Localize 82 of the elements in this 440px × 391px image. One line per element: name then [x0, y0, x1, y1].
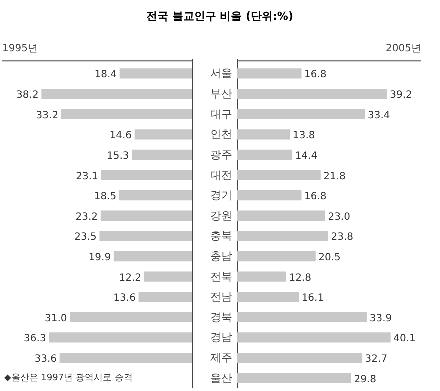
- bar: [49, 332, 192, 343]
- bar: [119, 190, 192, 201]
- data-label: 23.2: [76, 212, 98, 223]
- bar: [238, 190, 302, 201]
- bar: [238, 292, 300, 302]
- data-label: 23.8: [331, 232, 354, 244]
- y-tick-label: 경기: [210, 189, 232, 202]
- bar: [238, 130, 290, 140]
- bar: [238, 352, 363, 364]
- bar: [70, 312, 192, 322]
- y-tick-label: 서울: [210, 67, 232, 80]
- data-label: 14.4: [295, 150, 318, 162]
- text: 전국 불교인구 비율 (단위:%): [146, 9, 294, 25]
- y-tick-label: 전북: [210, 270, 232, 284]
- y-tick-label: 대전: [210, 168, 232, 182]
- bar: [238, 210, 326, 221]
- data-label: 12.2: [119, 272, 142, 284]
- data-label: 23.5: [74, 232, 97, 244]
- data-label: 33.9: [370, 313, 392, 324]
- data-label: 14.6: [110, 130, 132, 142]
- data-label: 33.6: [34, 354, 57, 366]
- bar: [238, 312, 368, 322]
- y-tick-label: 광주: [210, 148, 232, 162]
- data-label: 29.8: [354, 374, 376, 386]
- data-label: 13.6: [114, 293, 136, 304]
- y-tick-label: 부산: [210, 88, 232, 101]
- bar: [134, 130, 192, 140]
- y-tick-label: 전남: [210, 290, 232, 304]
- bar: [238, 68, 302, 79]
- bar: [238, 150, 293, 160]
- data-label: 23.1: [76, 171, 98, 182]
- data-label: 36.3: [24, 334, 46, 345]
- data-label: 21.8: [324, 171, 346, 182]
- y-tick-label: 경북: [210, 310, 232, 324]
- data-label: 18.5: [94, 192, 117, 203]
- y-tick-label: 대구: [210, 108, 232, 121]
- chart-title: 2005년: [386, 44, 422, 54]
- data-label: 40.1: [394, 334, 416, 345]
- data-label: 18.4: [94, 70, 117, 81]
- bar: [61, 109, 192, 120]
- data-label: 15.3: [106, 150, 130, 162]
- data-label: 33.4: [368, 110, 390, 122]
- y-tick-label: 충남: [210, 250, 232, 263]
- data-label: 32.7: [365, 354, 388, 366]
- bar: [238, 251, 316, 262]
- data-label: 23.0: [328, 212, 350, 223]
- annotation: ◆울산은 1997년 광역시로 승격: [4, 373, 133, 384]
- y-tick-label: 강원: [210, 209, 232, 222]
- chart-title: 1995년: [2, 44, 38, 54]
- bar: [132, 150, 192, 160]
- data-label: 20.5: [318, 252, 341, 264]
- bar: [144, 272, 192, 282]
- bar: [238, 332, 391, 343]
- data-label: 31.0: [44, 313, 68, 324]
- y-tick-label: 인천: [210, 128, 232, 142]
- data-label: 16.8: [304, 192, 327, 203]
- bar: [60, 352, 192, 364]
- bar: [238, 231, 329, 242]
- data-label: 39.2: [390, 90, 412, 102]
- y-tick-label: 울산: [210, 372, 232, 385]
- bar: [238, 272, 286, 282]
- bar: [238, 170, 321, 180]
- bar: [120, 68, 192, 79]
- data-label: 13.8: [293, 130, 316, 142]
- bar: [42, 88, 192, 100]
- bar: [238, 88, 388, 100]
- bar: [100, 210, 192, 221]
- data-label: 33.2: [36, 110, 59, 122]
- data-label: 16.1: [302, 293, 324, 304]
- y-tick-label: 충북: [210, 230, 232, 243]
- bar: [238, 373, 352, 384]
- y-tick-label: 경남: [210, 331, 232, 344]
- y-tick-label: 제주: [210, 352, 232, 365]
- data-label: 16.8: [304, 70, 327, 81]
- data-label: 38.2: [16, 90, 39, 102]
- data-label: 12.8: [289, 272, 312, 284]
- bar: [100, 231, 192, 242]
- bar: [238, 109, 366, 120]
- bar: [101, 170, 192, 180]
- bar: [138, 292, 192, 302]
- data-label: 19.9: [88, 252, 112, 264]
- bar: [114, 251, 192, 262]
